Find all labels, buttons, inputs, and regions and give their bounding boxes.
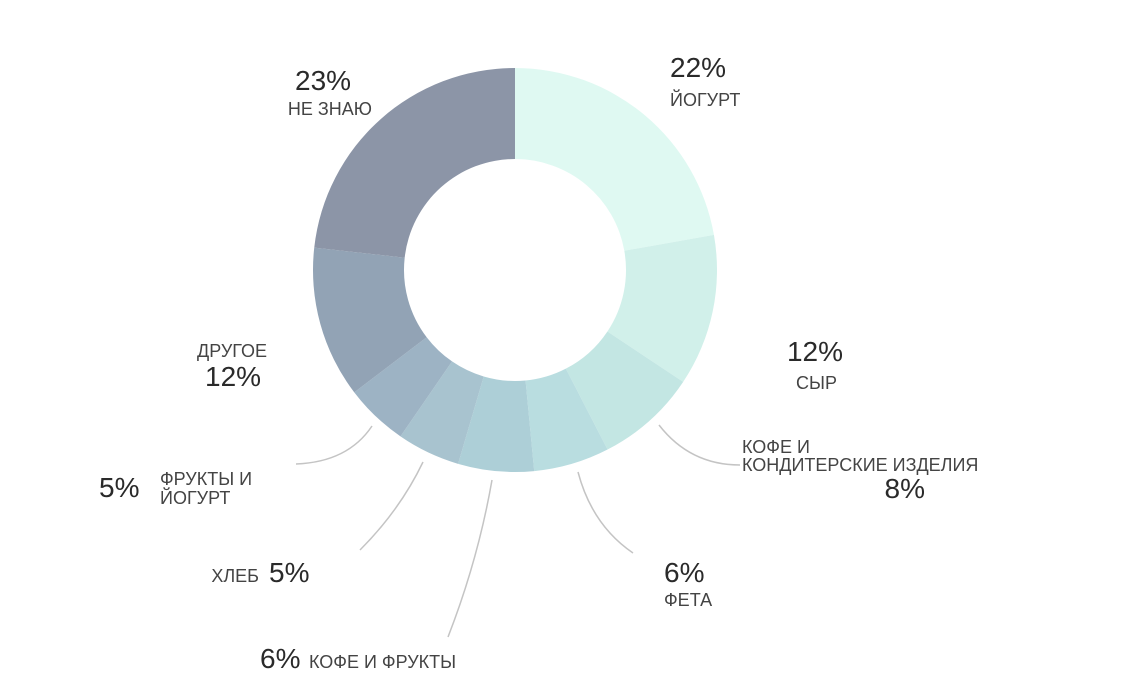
slice-name-6-line-1: ЙОГУРТ [160, 487, 230, 508]
leader-lines [295, 424, 741, 638]
slice-1 [607, 234, 717, 382]
slice-percent-7: 12% [205, 361, 261, 392]
slice-percent-1: 12% [787, 336, 843, 367]
leader-line-5 [359, 461, 424, 551]
slice-percent-5: 5% [269, 557, 309, 588]
slice-percent-0: 22% [670, 52, 726, 83]
slice-percent-8: 23% [295, 65, 351, 96]
leader-line-3 [577, 471, 634, 554]
slice-name-2: КОФЕ И КОНДИТЕРСКИЕ ИЗДЕЛИЯ [742, 437, 978, 475]
slice-name-1: СЫР [796, 373, 837, 393]
slice-name-6: ФРУКТЫ И ЙОГУРТ [160, 469, 252, 508]
slice-percent-3: 6% [664, 557, 704, 588]
slice-name-0: ЙОГУРТ [670, 89, 740, 110]
slice-name-7: ДРУГОЕ [197, 341, 267, 361]
slice-percent-2: 8% [885, 473, 925, 504]
slice-name-8: НЕ ЗНАЮ [288, 99, 372, 119]
donut-slices [313, 68, 717, 472]
leader-line-2 [658, 424, 741, 466]
slice-name-4: КОФЕ И ФРУКТЫ [309, 652, 456, 672]
slice-name-5: ХЛЕБ [211, 566, 259, 586]
slice-8 [314, 68, 515, 258]
slice-name-2-line-0: КОФЕ И [742, 437, 810, 457]
slice-7 [313, 247, 427, 393]
leader-line-6 [295, 425, 373, 465]
slice-6 [354, 337, 453, 437]
slice-5 [400, 361, 484, 464]
slice-name-2-line-1: КОНДИТЕРСКИЕ ИЗДЕЛИЯ [742, 455, 978, 475]
slice-4 [458, 376, 535, 472]
slice-3 [525, 368, 608, 472]
slice-2 [565, 331, 684, 450]
slice-name-3: ФЕТА [664, 590, 712, 610]
slice-name-6-line-0: ФРУКТЫ И [160, 469, 252, 489]
slice-percent-4: 6% [260, 643, 300, 674]
slice-percent-6: 5% [99, 472, 139, 503]
slice-0 [515, 68, 714, 251]
leader-line-4 [447, 479, 493, 638]
